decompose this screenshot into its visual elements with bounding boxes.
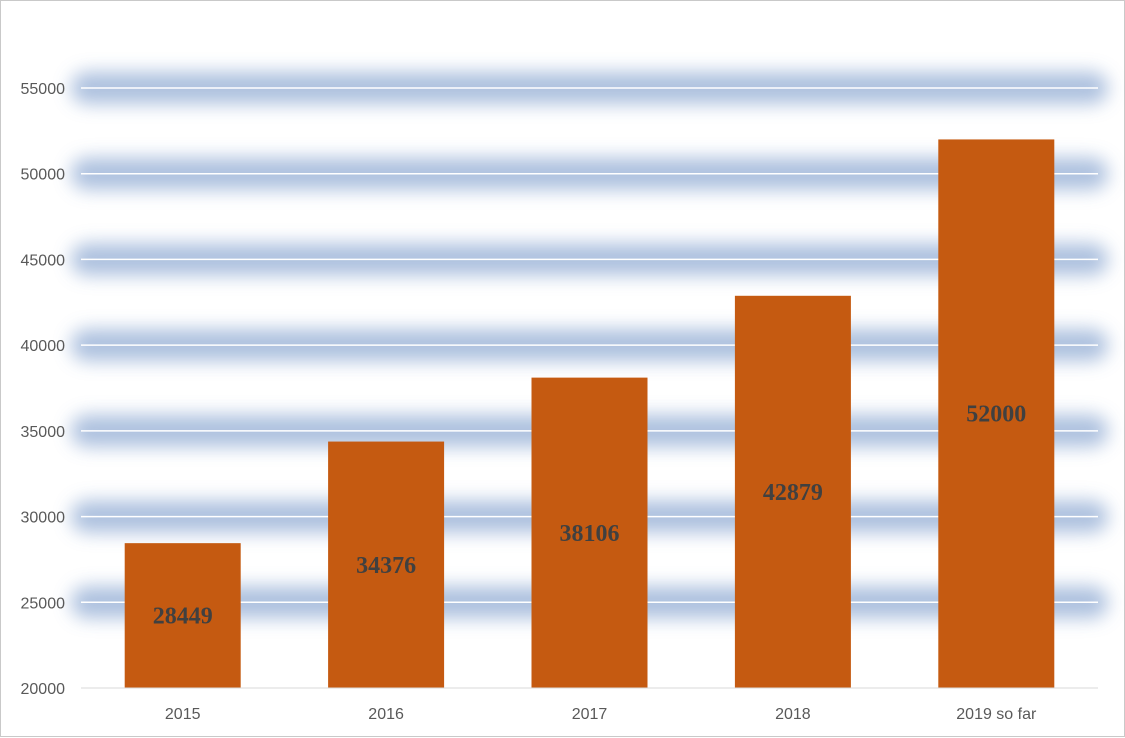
x-tick-label: 2017	[572, 706, 608, 723]
data-label: 28449	[153, 604, 213, 630]
bar	[124, 543, 241, 688]
bars	[124, 139, 1055, 688]
x-tick-label: 2019 so far	[956, 706, 1037, 723]
y-axis: 20000 25000 30000 35000 40000 45000 50000 55000	[21, 81, 66, 698]
y-tick-label: 35000	[21, 424, 66, 441]
y-tick-label: 25000	[21, 595, 66, 612]
y-tick-label: 55000	[21, 81, 66, 98]
bar	[938, 139, 1055, 688]
x-tick-label: 2015	[165, 706, 201, 723]
x-axis: 2015 2016 2017 2018 2019 so far	[81, 687, 1098, 723]
data-label: 52000	[966, 402, 1026, 428]
bar	[328, 441, 445, 688]
y-tick-label: 45000	[21, 252, 66, 269]
data-labels: 28449 34376 38106 42879 52000	[153, 402, 1027, 630]
data-label: 42879	[763, 480, 823, 506]
y-tick-label: 20000	[21, 681, 66, 698]
x-tick-label: 2018	[775, 706, 811, 723]
y-tick-label: 40000	[21, 338, 66, 355]
data-label: 34376	[356, 553, 416, 579]
data-label: 38106	[560, 521, 620, 547]
bar	[531, 377, 648, 688]
y-tick-label: 50000	[21, 167, 66, 184]
y-tick-label: 30000	[21, 510, 66, 527]
x-tick-label: 2016	[368, 706, 404, 723]
bar	[734, 295, 851, 688]
